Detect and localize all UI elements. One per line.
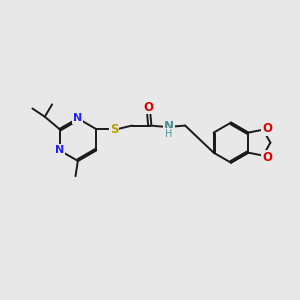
Text: H: H (165, 128, 172, 139)
Text: O: O (262, 122, 272, 135)
Text: O: O (143, 100, 153, 113)
Text: N: N (73, 113, 83, 124)
Text: O: O (262, 151, 272, 164)
Text: S: S (110, 123, 118, 136)
Text: N: N (55, 145, 64, 155)
Text: N: N (164, 120, 174, 133)
